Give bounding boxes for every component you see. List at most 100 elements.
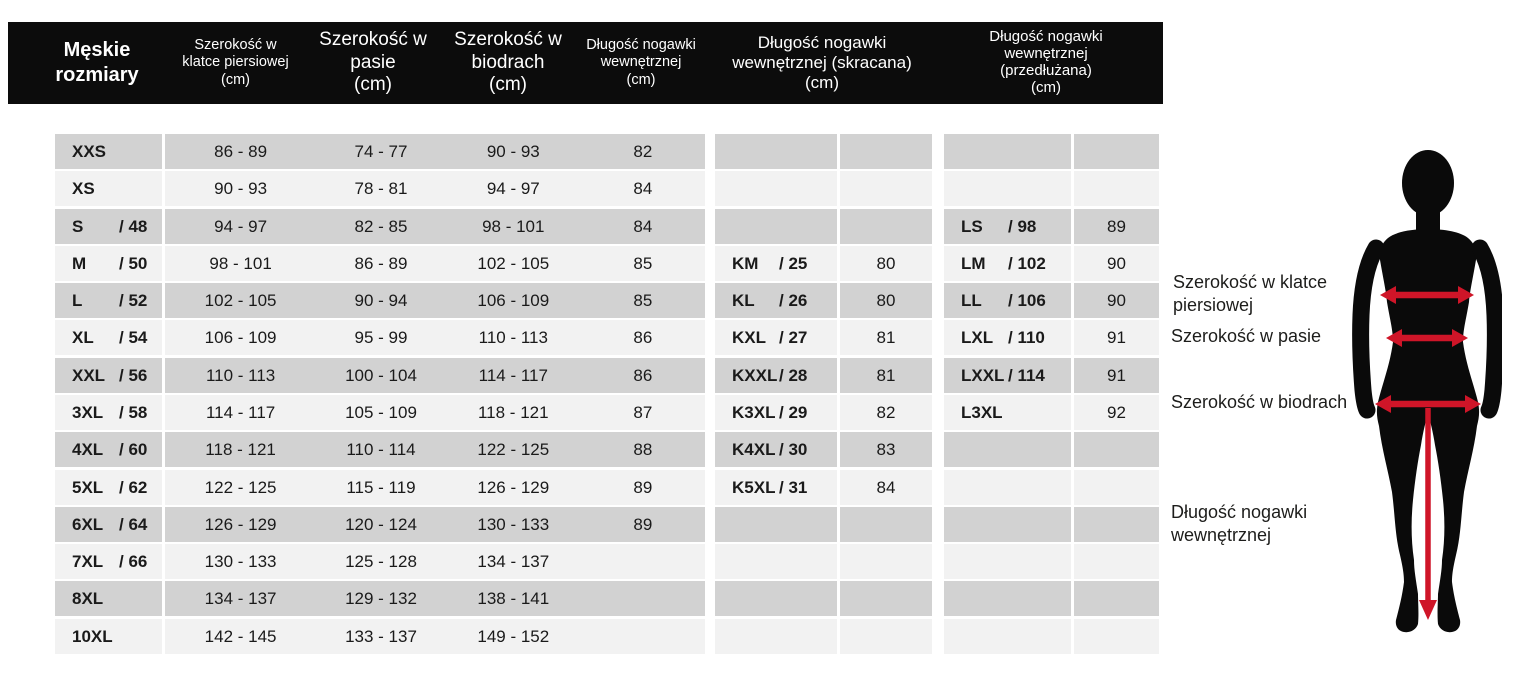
long-size-cell [944, 134, 1071, 169]
waist-value: 120 - 124 [345, 514, 417, 534]
hips-value: 122 - 125 [477, 439, 550, 459]
short-inseam-cell: 81 [840, 358, 932, 393]
header-line: (przedłużana) [1000, 62, 1092, 79]
short-size-cell [715, 209, 837, 244]
header-inseam: Długość nogawki wewnętrznej (cm) [561, 22, 721, 104]
size-code: XS [72, 178, 95, 198]
short-inseam-cell: 80 [840, 283, 932, 318]
header-line: wewnętrznej [600, 54, 682, 71]
inseam-value: 84 [633, 216, 653, 236]
inseam-value: 86 [633, 365, 653, 385]
header-line: (cm) [221, 71, 250, 88]
header-line: wewnętrznej (skracana) [732, 52, 912, 72]
inseam-value [581, 619, 705, 654]
inseam-value: 89 [633, 477, 653, 497]
size-code: K5XL [732, 477, 776, 497]
hips-value: 149 - 152 [477, 626, 550, 646]
header-line: Długość nogawki [757, 32, 887, 52]
size-alt-code: / 66 [119, 551, 148, 571]
waist-value: 125 - 128 [345, 551, 417, 571]
waist-value: 86 - 89 [354, 253, 408, 273]
size-alt-code: / 56 [119, 365, 148, 385]
long-inseam-cell [1074, 544, 1159, 579]
size-cell: 8XL [55, 581, 162, 616]
size-cell: S / 48 [55, 209, 162, 244]
short-size-cell: KXL / 27 [715, 320, 837, 355]
header-hips: Szerokość w biodrach (cm) [433, 22, 583, 104]
size-code: LM [961, 253, 986, 273]
waist-value: 95 - 99 [354, 327, 408, 347]
size-alt-code: / 54 [119, 327, 148, 347]
chest-value: 142 - 145 [204, 626, 277, 646]
silhouette-head [1402, 150, 1454, 216]
long-size-cell [944, 171, 1071, 206]
chest-value: 118 - 121 [205, 439, 276, 459]
header-waist: Szerokość w pasie (cm) [298, 22, 448, 104]
header-line: biodrach [471, 51, 545, 73]
size-alt-code: / 62 [119, 477, 148, 497]
chest-measure-arrow [1380, 286, 1474, 304]
short-size-cell [715, 134, 837, 169]
size-alt-code: / 60 [119, 439, 148, 459]
size-alt-code: / 29 [779, 402, 808, 422]
size-alt-code: / 25 [779, 253, 808, 273]
size-code: 3XL [72, 402, 104, 422]
short-size-cell: KL / 26 [715, 283, 837, 318]
long-size-cell: LS / 98 [944, 209, 1071, 244]
hips-value: 134 - 137 [477, 551, 550, 571]
chest-value: 102 - 105 [204, 290, 277, 310]
measurements-cell: 110 - 113 100 - 104 114 - 117 86 [165, 358, 705, 393]
header-line: wewnętrznej [1004, 45, 1088, 63]
chest-value: 110 - 113 [205, 365, 276, 385]
figure-label-chest: Szerokość w klatce piersiowej [1173, 272, 1328, 315]
short-inseam-cell [840, 619, 932, 654]
header-line: pasie [350, 51, 396, 73]
size-code: KM [732, 253, 759, 273]
long-inseam-cell: 90 [1074, 283, 1159, 318]
waist-value: 82 - 85 [354, 216, 408, 236]
long-size-cell [944, 581, 1071, 616]
size-alt-code: / 26 [779, 290, 808, 310]
size-code: 8XL [72, 588, 104, 608]
body-silhouette-diagram [1352, 150, 1502, 633]
inseam-measure-arrow [1419, 408, 1437, 620]
table-row-M: M / 50 98 - 101 86 - 89 102 - 105 85 KM / 25 80 L… [0, 246, 1515, 281]
header-line: klatce piersiowej [182, 54, 289, 71]
size-cell: XXL / 56 [55, 358, 162, 393]
short-size-cell [715, 507, 837, 542]
short-size-cell [715, 171, 837, 206]
size-cell: 5XL / 62 [55, 470, 162, 505]
header-line: Męskie [63, 39, 131, 61]
header-line: (cm) [805, 73, 839, 93]
table-row-S: S / 48 94 - 97 82 - 85 98 - 101 84 LS / 98 89 [0, 209, 1515, 244]
header-line: Szerokość w [454, 29, 562, 51]
silhouette-left-arm [1352, 239, 1385, 419]
hips-value: 130 - 133 [477, 514, 550, 534]
chest-value: 122 - 125 [204, 477, 277, 497]
short-inseam-cell [840, 171, 932, 206]
size-alt-code: / 98 [1008, 216, 1037, 236]
short-inseam-cell: 81 [840, 320, 932, 355]
long-size-cell: L3XL [944, 395, 1071, 430]
size-cell: XL / 54 [55, 320, 162, 355]
size-code: K3XL [732, 402, 776, 422]
short-inseam-cell [840, 134, 932, 169]
table-row-XXL: XXL / 56 110 - 113 100 - 104 114 - 117 86 KXXL… [0, 358, 1515, 393]
table-row-4XL: 4XL / 60 118 - 121 110 - 114 122 - 125 88 K4XL… [0, 432, 1515, 467]
size-cell: L / 52 [55, 283, 162, 318]
long-inseam-cell [1074, 507, 1159, 542]
size-alt-code: / 27 [779, 327, 808, 347]
measurements-cell: 86 - 89 74 - 77 90 - 93 82 [165, 134, 705, 169]
long-size-cell: LXXL/ 114 [944, 358, 1071, 393]
size-cell: M / 50 [55, 246, 162, 281]
measurements-cell: 106 - 109 95 - 99 110 - 113 86 [165, 320, 705, 355]
size-code: K4XL [732, 439, 776, 459]
header-line: (cm) [354, 74, 392, 96]
table-row-3XL: 3XL / 58 114 - 117 105 - 109 118 - 121 87 K3XL… [0, 395, 1515, 430]
size-code: XXS [72, 141, 107, 161]
header-line: Długość nogawki [989, 28, 1103, 46]
long-inseam-cell: 91 [1074, 358, 1159, 393]
waist-value: 90 - 94 [354, 290, 408, 310]
short-size-cell: KXXL/ 28 [715, 358, 837, 393]
short-inseam-cell [840, 209, 932, 244]
